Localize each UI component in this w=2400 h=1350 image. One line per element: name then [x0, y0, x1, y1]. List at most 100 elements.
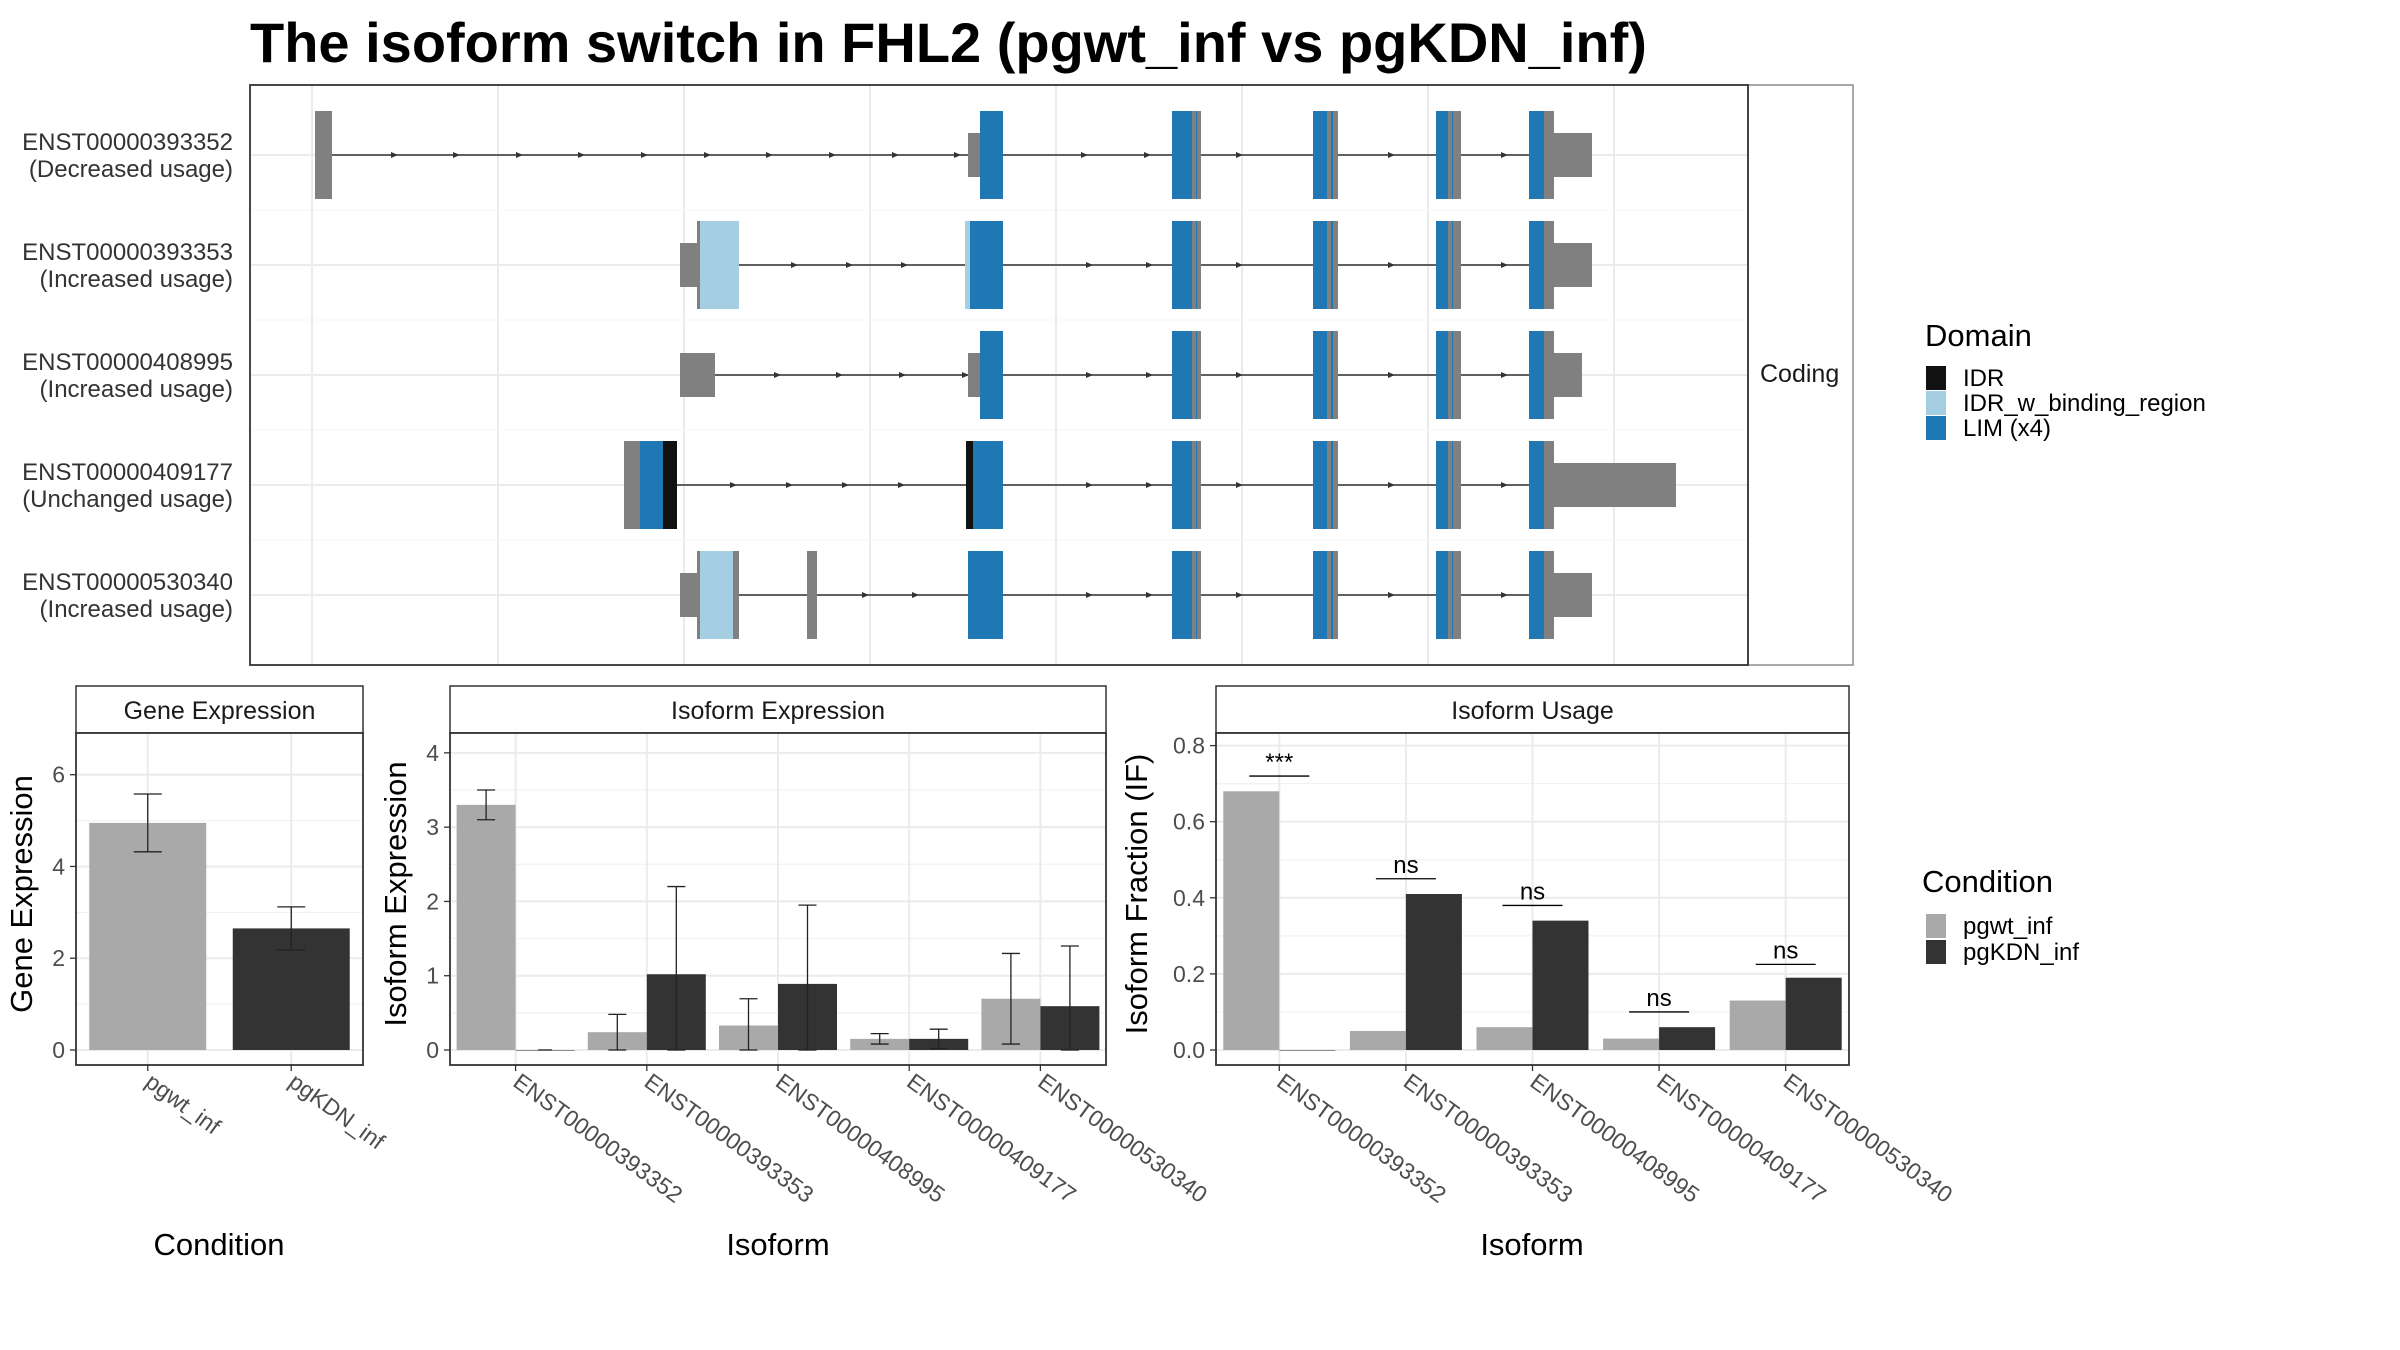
strand-arrow — [1388, 152, 1395, 158]
exon — [1548, 551, 1554, 639]
strand-arrow — [842, 482, 849, 488]
idr-domain — [663, 441, 677, 529]
y-tick-label: 1 — [426, 963, 439, 989]
y-axis-title: Isoform Fraction (IF) — [1119, 754, 1154, 1035]
isoform-label-status: (Increased usage) — [40, 596, 233, 623]
legend-label-idr: IDR — [1963, 365, 2004, 392]
isoform-label-id: ENST00000530340 — [22, 569, 233, 596]
legend-label-lim: LIM (x4) — [1963, 415, 2051, 442]
strand-arrow — [791, 262, 798, 268]
x-tick-label: pgKDN_inf — [284, 1068, 390, 1155]
bar — [1476, 1027, 1533, 1050]
strand-arrow — [1236, 592, 1243, 598]
strand-arrow — [892, 152, 899, 158]
noncoding-exon — [1554, 133, 1592, 177]
exon — [1448, 551, 1452, 639]
noncoding-exon — [1554, 353, 1582, 397]
domain-legend-title: Domain — [1925, 318, 2032, 353]
exon — [1548, 221, 1554, 309]
exon — [1453, 551, 1461, 639]
isoform-track — [680, 221, 1592, 309]
isoform-track — [680, 331, 1582, 419]
isoform-label-id: ENST00000408995 — [22, 349, 233, 376]
lim-domain — [993, 331, 1003, 419]
strand-arrow — [962, 372, 969, 378]
y-tick-label: 0.6 — [1173, 809, 1205, 835]
bar — [1405, 894, 1462, 1050]
lim-domain — [1529, 551, 1548, 639]
exon — [1192, 441, 1196, 529]
gene-expression-panel: Gene Expression 0 2 4 6 pgwt_inf pgKDN_inf Gene… — [4, 685, 390, 1262]
error-bar — [133, 793, 162, 853]
exon — [807, 551, 817, 639]
legend-label-pgkdn: pgKDN_inf — [1963, 939, 2079, 966]
panel-strip — [75, 685, 364, 734]
strand-arrow — [1086, 262, 1093, 268]
exon — [1544, 221, 1548, 309]
strand-arrow — [899, 372, 906, 378]
exon — [1327, 111, 1331, 199]
isoform-track — [624, 441, 1676, 529]
y-axis-title: Isoform Expression — [378, 761, 413, 1026]
strand-arrow — [898, 482, 905, 488]
strand-arrow — [1146, 262, 1153, 268]
lim-domain — [993, 111, 1003, 199]
lim-domain — [980, 331, 993, 419]
panel-strip-label: Isoform Expression — [671, 697, 885, 725]
exon — [1548, 111, 1554, 199]
x-axis-title: Isoform — [726, 1227, 829, 1262]
x-axis-title: Condition — [154, 1227, 285, 1262]
lim-domain — [1529, 331, 1548, 419]
lim-domain — [973, 441, 993, 529]
isoform-label-id: ENST00000409177 — [22, 459, 233, 486]
strand-arrow — [453, 152, 460, 158]
exon — [1197, 221, 1201, 309]
exon — [1327, 221, 1331, 309]
y-tick-label: 6 — [52, 762, 65, 788]
strand-arrow — [846, 262, 853, 268]
bar — [1603, 1038, 1660, 1050]
strand-arrow — [1501, 372, 1508, 378]
error-bar — [1001, 952, 1020, 1045]
strand-arrow — [1501, 482, 1508, 488]
lim-domain — [970, 221, 993, 309]
exon — [1192, 111, 1196, 199]
y-tick-label: 0 — [426, 1037, 439, 1063]
bar — [1729, 1000, 1786, 1050]
strand-arrow — [1086, 372, 1093, 378]
strand-arrow — [829, 152, 836, 158]
bar — [1659, 1027, 1716, 1050]
isoform-label-status: (Increased usage) — [40, 266, 233, 293]
condition-legend: Condition pgwt_inf pgKDN_inf — [1922, 864, 2079, 966]
exon — [1197, 441, 1201, 529]
bar — [1223, 791, 1280, 1050]
domain-legend: Domain IDR IDR_w_binding_region LIM (x4) — [1925, 318, 2206, 442]
legend-swatch-pgkdn — [1926, 940, 1946, 964]
idr-binding-domain — [700, 221, 739, 309]
x-axis-title: Isoform — [1480, 1227, 1583, 1262]
exon — [1333, 111, 1338, 199]
y-tick-label: 0.4 — [1173, 885, 1205, 911]
strand-arrow — [1086, 482, 1093, 488]
error-bar — [739, 998, 758, 1051]
exon — [1544, 331, 1548, 419]
exon — [1448, 331, 1452, 419]
strand-arrow — [1146, 592, 1153, 598]
lim-domain — [980, 111, 993, 199]
strand-arrow — [766, 152, 773, 158]
strand-arrow — [1146, 372, 1153, 378]
strand-arrow — [704, 152, 711, 158]
y-tick-label: 4 — [52, 853, 65, 879]
exon — [1327, 331, 1331, 419]
strand-arrow — [786, 482, 793, 488]
y-tick-label: 4 — [426, 740, 439, 766]
legend-swatch-idr-binding — [1926, 391, 1946, 415]
noncoding-exon — [680, 243, 697, 287]
strand-arrow — [954, 152, 961, 158]
strand-arrow — [1501, 152, 1508, 158]
exon — [1192, 331, 1196, 419]
exon — [1448, 441, 1452, 529]
isoform-label-id: ENST00000393352 — [22, 129, 233, 156]
bar — [1349, 1030, 1406, 1050]
exon — [1453, 111, 1461, 199]
